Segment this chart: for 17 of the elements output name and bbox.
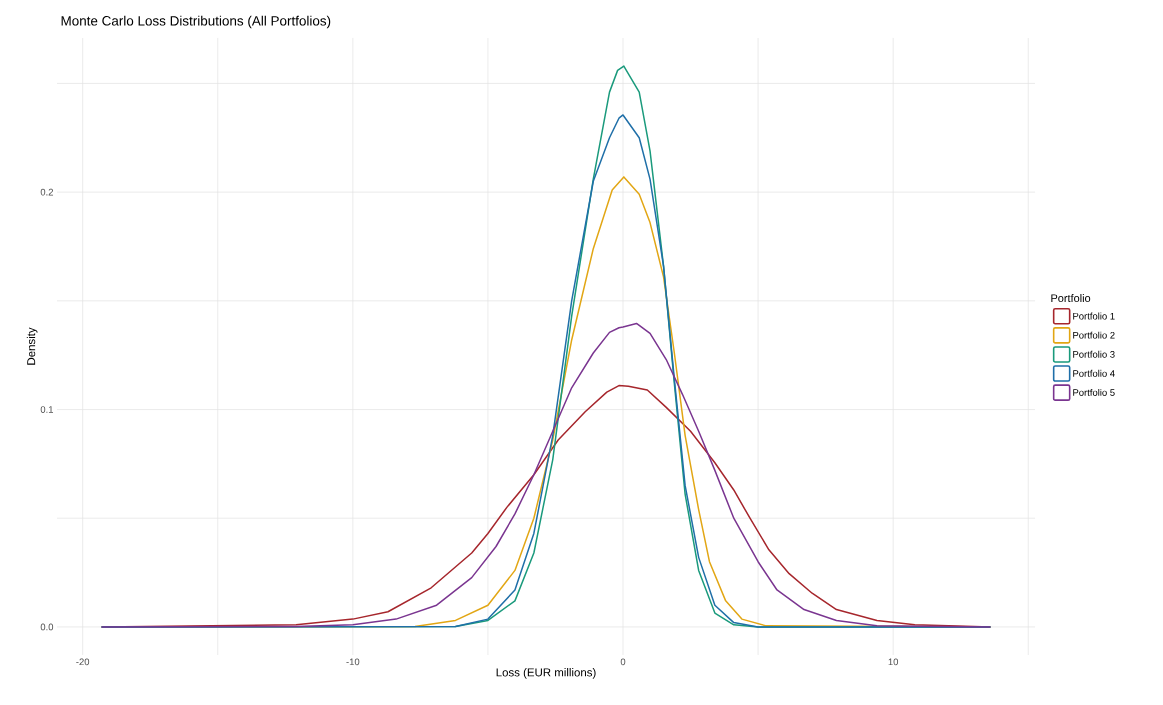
line-series <box>100 322 992 628</box>
chart-title: Monte Carlo Loss Distributions (All Portfolios) <box>61 15 331 29</box>
x-axis-title: Loss (EUR millions) <box>496 668 596 679</box>
legend-label: Portfolio 4 <box>1073 369 1115 377</box>
x-tick-label: -20 <box>76 658 90 666</box>
x-tick-label: 10 <box>888 658 899 666</box>
y-axis-title: Density <box>26 327 38 365</box>
y-tick-label: 0.0 <box>40 623 54 631</box>
legend-label: Portfolio 1 <box>1073 312 1115 320</box>
y-tick-label: 0.2 <box>40 188 54 196</box>
x-tick-label: 0 <box>620 658 626 666</box>
legend-label: Portfolio 5 <box>1073 388 1115 396</box>
legend-title: Portfolio <box>1051 294 1091 303</box>
x-tick-label: -10 <box>346 658 360 666</box>
legend-label: Portfolio 2 <box>1073 331 1115 339</box>
legend-label: Portfolio 3 <box>1073 350 1115 358</box>
y-tick-label: 0.1 <box>40 406 54 413</box>
